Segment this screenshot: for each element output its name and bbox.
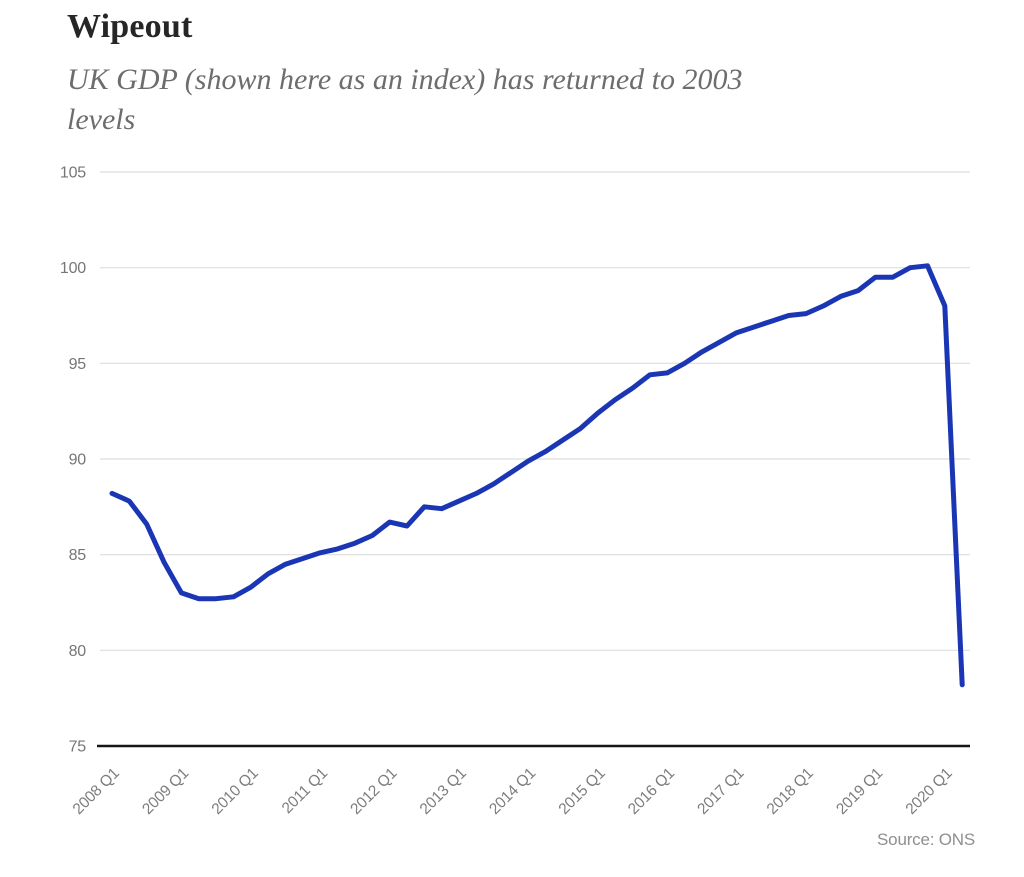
x-axis-tick-label: 2014 Q1	[486, 765, 539, 818]
y-axis-tick-label: 80	[69, 643, 87, 660]
y-axis-tick-label: 100	[60, 260, 86, 277]
x-axis-tick-label: 2009 Q1	[139, 765, 192, 818]
chart-subtitle-line-1: UK GDP (shown here as an index) has retu…	[67, 63, 743, 96]
x-axis-tick-label: 2018 Q1	[764, 765, 817, 818]
x-axis-tick-label: 2012 Q1	[347, 765, 400, 818]
x-axis-tick-label: 2013 Q1	[417, 765, 470, 818]
source-note: Source: ONS	[877, 830, 975, 849]
x-axis-tick-label: 2016 Q1	[625, 765, 678, 818]
y-axis-tick-label: 75	[69, 738, 87, 755]
x-axis-tick-label: 2008 Q1	[70, 765, 123, 818]
x-axis-tick-label: 2020 Q1	[903, 765, 956, 818]
y-axis-tick-label: 105	[60, 165, 86, 182]
chart-subtitle-line-2: levels	[67, 102, 136, 136]
x-axis-tick-label: 2019 Q1	[833, 765, 886, 818]
x-axis-tick-label: 2015 Q1	[556, 765, 609, 818]
chart-subtitle: UK GDP (shown here as an index) has retu…	[67, 60, 947, 139]
y-axis-tick-label: 90	[69, 451, 87, 468]
y-axis-tick-label: 95	[69, 356, 87, 373]
chart-title: Wipeout	[67, 8, 193, 45]
x-axis-tick-label: 2017 Q1	[694, 765, 747, 818]
x-axis-tick-label: 2011 Q1	[279, 765, 331, 817]
gdp-line	[109, 263, 965, 688]
y-axis-tick-label: 85	[69, 547, 87, 564]
x-axis-tick-label: 2010 Q1	[209, 765, 262, 818]
